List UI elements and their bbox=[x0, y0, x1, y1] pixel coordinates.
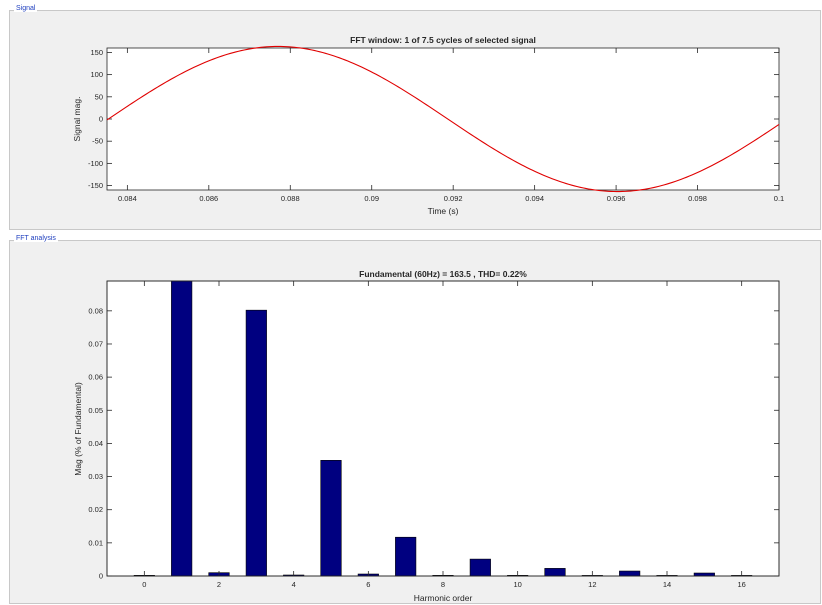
fft-y-tick-label: 0.08 bbox=[88, 306, 103, 315]
fft-bar-harmonic-13 bbox=[619, 570, 641, 577]
fft-y-tick-label: 0.05 bbox=[88, 406, 103, 415]
signal-y-tick-label: 100 bbox=[90, 70, 103, 79]
signal-panel: Signal FFT window: 1 of 7.5 cycles of se… bbox=[9, 5, 821, 230]
fft-x-tick-label: 2 bbox=[217, 580, 221, 589]
signal-x-tick-label: 0.096 bbox=[607, 194, 626, 203]
fft-bar-harmonic-7 bbox=[395, 536, 417, 577]
fft-x-axis-label: Harmonic order bbox=[414, 593, 473, 603]
fft-x-tick-label: 10 bbox=[513, 580, 521, 589]
fft-bar-harmonic-3 bbox=[245, 309, 267, 577]
signal-y-axis-label: Signal mag. bbox=[72, 97, 82, 142]
signal-chart-title: FFT window: 1 of 7.5 cycles of selected … bbox=[350, 35, 536, 45]
signal-x-tick-label: 0.094 bbox=[525, 194, 544, 203]
fft-y-tick-label: 0 bbox=[99, 572, 103, 581]
fft-bars bbox=[133, 280, 753, 577]
signal-x-tick-label: 0.084 bbox=[118, 194, 137, 203]
fft-panel-title: FFT analysis bbox=[14, 235, 58, 242]
fft-x-tick-label: 6 bbox=[366, 580, 370, 589]
fft-y-tick-label: 0.07 bbox=[88, 339, 103, 348]
signal-chart: FFT window: 1 of 7.5 cycles of selected … bbox=[72, 35, 784, 216]
signal-y-tick-label: 0 bbox=[99, 115, 103, 124]
signal-line bbox=[106, 45, 780, 193]
fft-axes-frame bbox=[106, 280, 780, 577]
signal-x-tick-label: 0.098 bbox=[688, 194, 707, 203]
signal-panel-title: Signal bbox=[14, 5, 38, 12]
fft-bar-harmonic-9 bbox=[469, 558, 491, 577]
fft-x-tick-label: 4 bbox=[292, 580, 296, 589]
fft-x-tick-label: 8 bbox=[441, 580, 445, 589]
signal-ticks: 0.084 0.086 0.088 0.09 0.092 0.094 0.096 0.098 0… bbox=[88, 48, 784, 203]
fft-bar-harmonic-15 bbox=[693, 572, 715, 577]
fft-y-tick-label: 0.06 bbox=[88, 373, 103, 382]
fft-x-tick-label: 12 bbox=[588, 580, 596, 589]
signal-x-tick-label: 0.09 bbox=[364, 194, 379, 203]
fft-y-tick-label: 0.02 bbox=[88, 505, 103, 514]
signal-y-tick-label: 50 bbox=[95, 92, 103, 101]
signal-x-tick-label: 0.088 bbox=[281, 194, 300, 203]
fft-axes-background bbox=[106, 280, 780, 577]
signal-y-tick-label: -50 bbox=[92, 137, 103, 146]
fft-x-tick-label: 16 bbox=[737, 580, 745, 589]
fft-bar-harmonic-1 bbox=[171, 280, 193, 577]
fft-bar-harmonic-11 bbox=[544, 568, 566, 577]
fft-x-tick-label: 0 bbox=[142, 580, 146, 589]
fft-y-tick-label: 0.04 bbox=[88, 439, 103, 448]
signal-x-tick-label: 0.1 bbox=[774, 194, 784, 203]
fft-y-axis-label: Mag (% of Fundamental) bbox=[73, 382, 83, 476]
signal-x-tick-label: 0.092 bbox=[444, 194, 463, 203]
signal-x-axis-label: Time (s) bbox=[428, 206, 459, 216]
signal-y-tick-label: -100 bbox=[88, 159, 103, 168]
signal-x-tick-label: 0.086 bbox=[199, 194, 218, 203]
fft-bar-harmonic-5 bbox=[320, 460, 342, 577]
signal-axes-background bbox=[106, 47, 780, 191]
fft-x-tick-label: 14 bbox=[663, 580, 671, 589]
fft-chart: Fundamental (60Hz) = 163.5 , THD= 0.22% … bbox=[73, 269, 780, 603]
fft-chart-title: Fundamental (60Hz) = 163.5 , THD= 0.22% bbox=[359, 269, 527, 279]
fft-ticks: 0 2 4 6 8 10 12 14 16 0 0.01 0.02 0.03 0.04 0.05 0.06 0.… bbox=[88, 280, 780, 589]
fft-y-tick-label: 0.01 bbox=[88, 538, 103, 547]
fft-y-tick-label: 0.03 bbox=[88, 472, 103, 481]
fft-panel: FFT analysis Fundamental (60Hz) = 163.5 … bbox=[9, 235, 821, 604]
signal-y-tick-label: 150 bbox=[90, 48, 103, 57]
signal-y-tick-label: -150 bbox=[88, 181, 103, 190]
